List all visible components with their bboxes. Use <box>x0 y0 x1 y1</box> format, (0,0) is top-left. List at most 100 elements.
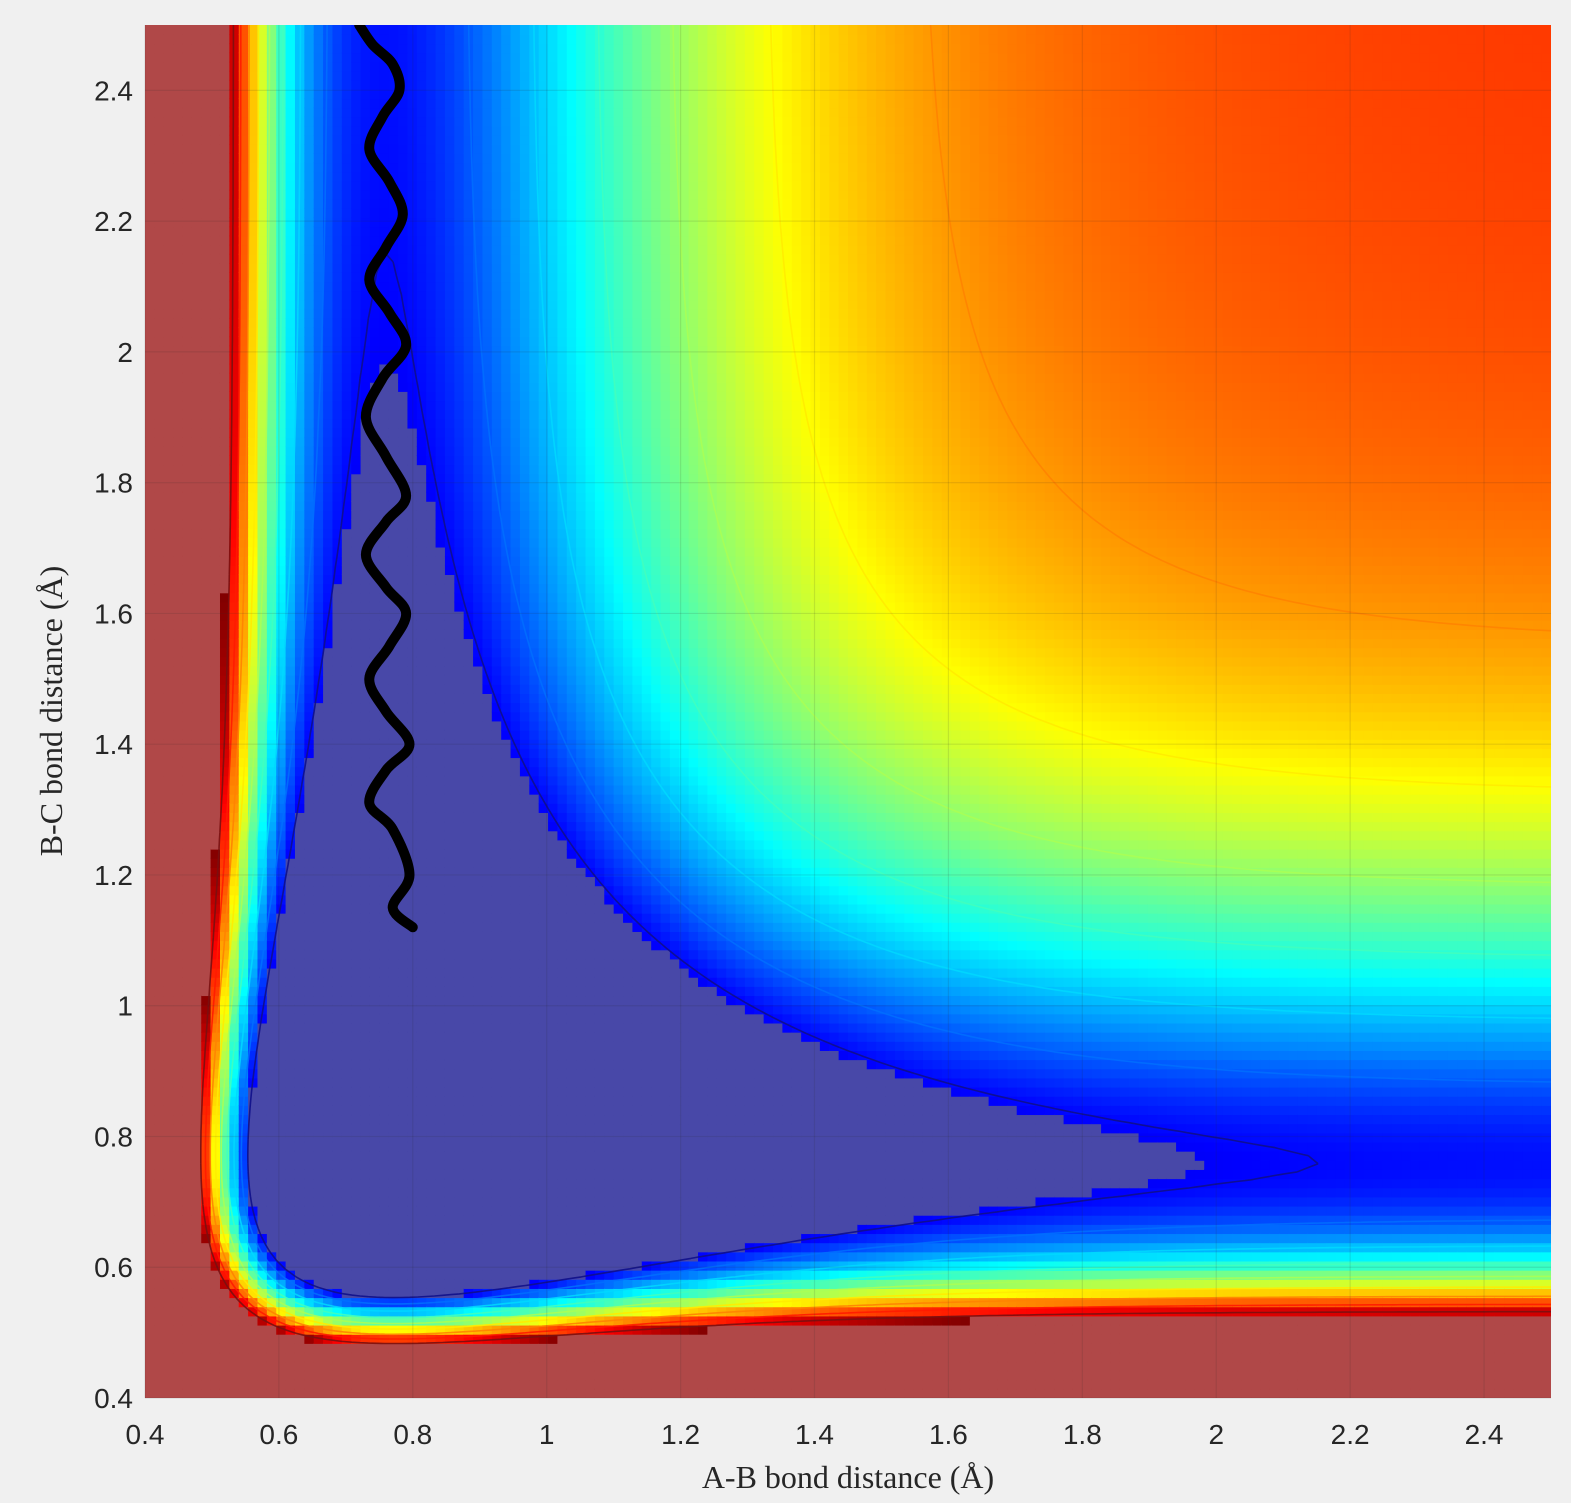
surface-cell <box>294 244 306 255</box>
surface-cell <box>379 528 390 539</box>
surface-cell <box>238 940 249 951</box>
surface-cell <box>332 867 343 878</box>
surface-cell <box>360 830 371 841</box>
surface-cell <box>266 1132 278 1143</box>
surface-cell <box>229 116 240 127</box>
surface-cell <box>163 217 174 228</box>
surface-cell <box>360 903 371 914</box>
surface-cell <box>163 1260 174 1271</box>
surface-cell <box>182 143 193 154</box>
surface-cell <box>154 1324 165 1335</box>
surface-cell <box>341 967 353 978</box>
surface-cell <box>351 949 362 960</box>
surface-cell <box>266 848 278 859</box>
surface-cell <box>201 647 212 658</box>
surface-cell <box>332 555 343 566</box>
surface-cell <box>388 143 399 154</box>
surface-cell <box>360 290 371 301</box>
surface-cell <box>304 455 315 466</box>
surface-cell <box>426 1269 437 1280</box>
surface-cell <box>163 647 174 658</box>
surface-cell <box>182 674 193 685</box>
surface-cell <box>154 1269 165 1280</box>
surface-cell <box>163 1123 174 1134</box>
surface-cell <box>201 317 212 328</box>
surface-cell <box>238 409 249 420</box>
surface-cell <box>369 1324 381 1335</box>
surface-cell <box>294 253 306 264</box>
surface-cell <box>351 1178 362 1189</box>
surface-cell <box>285 400 296 411</box>
surface-cell <box>379 1150 390 1161</box>
surface-cell <box>304 702 315 713</box>
surface-cell <box>210 629 221 640</box>
surface-cell <box>294 208 306 219</box>
surface-cell <box>426 189 437 200</box>
surface-cell <box>351 1251 362 1262</box>
surface-cell <box>351 729 362 740</box>
surface-cell <box>304 125 315 136</box>
surface-cell <box>379 262 390 273</box>
surface-cell <box>238 253 249 264</box>
surface-cell <box>360 720 371 731</box>
surface-cell <box>257 1031 268 1042</box>
surface-cell <box>191 1251 203 1262</box>
surface-cell <box>351 803 362 813</box>
surface-cell <box>154 1004 165 1015</box>
surface-cell <box>294 235 306 246</box>
surface-cell <box>398 1260 409 1271</box>
surface-cell <box>426 1260 437 1271</box>
surface-cell <box>323 1343 334 1354</box>
surface-cell <box>426 125 437 136</box>
surface-cell <box>219 610 231 621</box>
surface-cell <box>145 766 156 777</box>
surface-cell <box>435 803 446 813</box>
surface-cell <box>426 34 437 45</box>
surface-cell <box>285 473 296 484</box>
surface-cell <box>163 821 174 832</box>
surface-cell <box>219 1050 231 1061</box>
surface-cell <box>360 711 371 722</box>
surface-cell <box>257 34 268 45</box>
surface-cell <box>332 180 343 191</box>
surface-cell <box>416 1160 427 1170</box>
surface-cell <box>435 1050 446 1061</box>
surface-cell <box>173 1269 184 1280</box>
surface-cell <box>154 61 165 72</box>
surface-cell <box>398 1169 409 1180</box>
surface-cell <box>191 1141 203 1152</box>
surface-cell <box>285 235 296 246</box>
surface-cell <box>407 821 418 832</box>
surface-cell <box>266 1013 278 1024</box>
surface-cell <box>313 79 324 90</box>
surface-cell <box>313 1187 324 1198</box>
surface-cell <box>341 1251 353 1262</box>
surface-cell <box>379 43 390 54</box>
surface-cell <box>191 1214 203 1225</box>
surface-cell <box>304 1022 315 1033</box>
surface-cell <box>398 702 409 713</box>
surface-cell <box>416 1150 427 1161</box>
surface-cell <box>229 217 240 228</box>
surface-cell <box>398 1160 409 1170</box>
surface-cell <box>388 1160 399 1170</box>
surface-cell <box>191 455 203 466</box>
surface-cell <box>266 1242 278 1253</box>
surface-cell <box>201 400 212 411</box>
surface-cell <box>388 1297 399 1308</box>
surface-cell <box>388 976 399 987</box>
surface-cell <box>229 775 240 786</box>
surface-cell <box>248 1105 259 1116</box>
surface-cell <box>229 995 240 1006</box>
surface-cell <box>238 995 249 1006</box>
surface-cell <box>369 308 381 319</box>
surface-cell <box>313 1105 324 1116</box>
surface-cell <box>407 583 418 594</box>
surface-cell <box>435 967 446 978</box>
surface-cell <box>435 629 446 640</box>
surface-cell <box>426 1031 437 1042</box>
surface-cell <box>238 931 249 942</box>
surface-cell <box>351 1114 362 1125</box>
surface-cell <box>444 702 456 713</box>
